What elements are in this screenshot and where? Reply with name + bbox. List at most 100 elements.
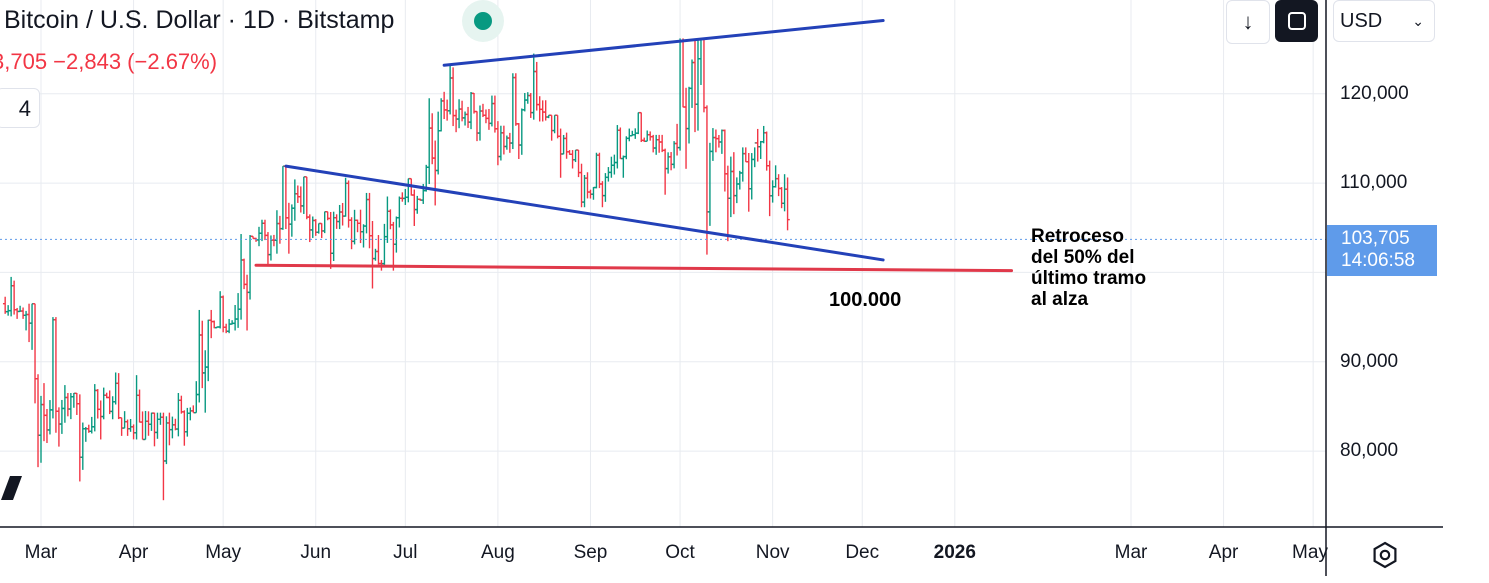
price-bar — [740, 147, 745, 182]
price-bar — [624, 136, 629, 160]
price-bar — [456, 99, 462, 129]
retracement-note-line: al alza — [1031, 289, 1089, 310]
price-bar — [137, 389, 142, 423]
price-bar — [540, 100, 545, 122]
price-bar — [388, 209, 393, 230]
price-bar — [695, 39, 701, 131]
price-bar — [394, 216, 399, 253]
time-axis-tick: May — [205, 542, 242, 563]
download-button[interactable]: ↓ — [1226, 0, 1270, 44]
price-bar — [131, 424, 136, 440]
price-bar — [95, 389, 100, 419]
price-bar — [412, 189, 417, 226]
price-bar — [203, 350, 208, 413]
price-bar — [555, 114, 560, 139]
price-change: 3,705 −2,843 (−2.67%) — [0, 49, 218, 74]
drawings[interactable] — [254, 19, 1014, 273]
price-bar — [618, 127, 623, 160]
price-bar — [385, 196, 390, 243]
time-axis-tick: Dec — [845, 542, 880, 563]
price-axis-tick: 110,000 — [1340, 172, 1408, 194]
upper-trendline[interactable] — [442, 19, 885, 67]
lower-trendline[interactable] — [284, 164, 885, 262]
price-bar — [38, 395, 44, 463]
price-bar — [71, 392, 77, 408]
price-bar — [662, 148, 668, 195]
price-bar — [447, 65, 453, 115]
price-bar — [122, 411, 127, 429]
price-bar — [20, 307, 26, 319]
price-bar — [295, 185, 301, 203]
price-bar — [489, 95, 495, 127]
price-bar — [41, 383, 47, 442]
price-bar — [301, 176, 306, 214]
retracement-note-line: del 50% del — [1031, 247, 1135, 268]
price-bar — [89, 416, 94, 434]
price-bar — [465, 106, 471, 128]
price-bar — [615, 125, 620, 169]
price-bar — [149, 412, 154, 431]
price-axis-tick: 90,000 — [1340, 350, 1399, 372]
price-bar — [606, 167, 611, 182]
price-bar — [50, 317, 56, 419]
price-bar — [355, 219, 360, 233]
price-bar — [307, 214, 312, 243]
price-bar — [450, 67, 456, 127]
price-bar — [522, 92, 527, 112]
price-bar — [143, 410, 148, 441]
fullscreen-button[interactable] — [1275, 0, 1318, 42]
price-bar — [337, 204, 342, 230]
price-bar — [776, 174, 781, 197]
price-bar — [609, 156, 614, 178]
support-line-100000[interactable] — [254, 263, 1014, 273]
currency-select[interactable]: USD ⌄ — [1333, 0, 1435, 42]
price-bar — [283, 165, 289, 230]
price-bar — [671, 141, 677, 169]
price-bar — [35, 374, 41, 468]
price-bar — [274, 210, 280, 254]
time-axis-tick: Oct — [665, 542, 695, 563]
price-bar — [513, 73, 519, 126]
price-bar — [197, 309, 202, 403]
price-bar — [265, 232, 271, 266]
price-bar — [725, 165, 731, 242]
price-bar — [340, 202, 345, 226]
price-bar — [101, 387, 106, 420]
price-bar — [758, 140, 763, 159]
time-axis-tick: Jul — [393, 542, 418, 563]
chart-title: Bitcoin / U.S. Dollar · 1D · Bitstamp — [4, 6, 395, 34]
price-bar — [516, 123, 522, 159]
last-price-tag: 103,705 14:06:58 — [1327, 225, 1437, 276]
price-bar — [397, 196, 402, 228]
price-bar — [226, 318, 232, 334]
grid — [0, 0, 1326, 527]
price-bar — [674, 123, 680, 156]
price-bar — [107, 390, 112, 415]
price-bar — [328, 211, 333, 269]
indicators-toggle[interactable]: 4 — [0, 88, 40, 128]
price-bar — [441, 91, 447, 120]
chevron-down-icon: ⌄ — [1412, 12, 1424, 29]
price-bar — [627, 128, 632, 142]
price-bars — [2, 38, 790, 501]
price-bar — [14, 307, 20, 319]
price-bar — [191, 405, 196, 414]
price-bar — [65, 393, 71, 417]
price-bar — [62, 385, 68, 423]
price-bar — [232, 305, 238, 331]
price-bar — [600, 181, 605, 208]
price-bar — [495, 121, 501, 166]
price-bar — [358, 209, 363, 244]
price-bar — [483, 109, 489, 124]
price-bar — [8, 276, 14, 317]
price-bar — [44, 408, 50, 444]
price-bar — [474, 110, 480, 142]
price-bar — [238, 234, 244, 320]
settings-icon[interactable] — [1370, 540, 1400, 570]
price-bar — [194, 381, 199, 414]
price-bar — [119, 417, 124, 436]
market-status-icon[interactable] — [462, 0, 504, 42]
price-bar — [313, 219, 318, 236]
price-bar — [519, 108, 524, 155]
